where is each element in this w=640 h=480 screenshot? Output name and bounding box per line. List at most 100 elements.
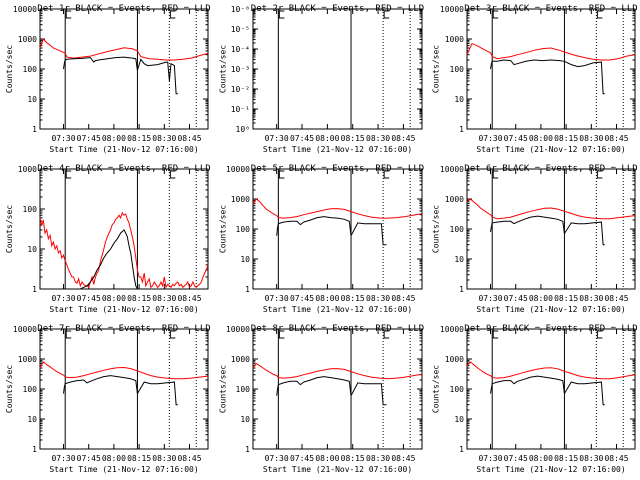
y-tick-label: 1 [32,445,37,454]
y-tick-label: 10000 [226,325,250,334]
bracket-marker [278,330,285,339]
x-tick-label: 07:30 [478,294,502,303]
bracket-marker [383,10,390,19]
x-tick-label: 07:30 [51,454,75,463]
lld-series-line [39,38,209,61]
y-tick-label: 10000 [440,5,464,14]
events-series-line [63,56,178,95]
chart-panel-8: Det 8r BLACK = Events, RED = LLD11010010… [218,324,424,474]
y-tick-label: 1 [459,125,464,134]
x-axis-label: Start Time (21-Nov-12 07:16:00) [476,465,625,474]
y-tick-label: 100 [23,385,38,394]
x-tick-label: 08:15 [554,134,578,143]
chart-panel-1: Det 1r BLACK = Events, RED = LLD11010010… [5,4,211,154]
y-tick-label: 1 [459,445,464,454]
lld-series-line [466,42,636,61]
lld-series-line [252,198,423,219]
y-tick-label: 10000 [13,5,37,14]
y-tick-label: 1000 [18,35,37,44]
bracket-marker [383,330,390,339]
y-tick-label: 1000 [445,35,464,44]
x-tick-label: 08:30 [579,294,603,303]
x-tick-label: 08:45 [177,454,201,463]
y-tick-label: 100 [236,385,251,394]
chart-panel-2: Det 2r BLACK = Events, RED = LLD10⁰10⁻¹1… [218,4,424,154]
x-tick-label: 08:15 [341,134,365,143]
bracket-marker [596,10,603,19]
bracket-marker [169,170,176,179]
y-tick-label: 10⁻² [231,85,250,94]
events-series-line [490,215,605,246]
x-tick-label: 08:30 [579,134,603,143]
y-tick-label: 1 [32,285,37,294]
y-tick-label: 10⁻³ [231,65,250,74]
x-tick-label: 08:45 [391,134,415,143]
y-tick-label: 10⁻⁶ [231,5,250,14]
chart-panel-5: Det 5r BLACK = Events, RED = LLD11010010… [218,164,424,314]
x-axis-label: Start Time (21-Nov-12 07:16:00) [476,145,625,154]
bracket-marker [492,10,499,19]
x-tick-label: 07:45 [290,134,314,143]
x-tick-label: 08:45 [391,294,415,303]
x-tick-label: 07:30 [478,454,502,463]
bracket-marker [596,330,603,339]
x-tick-label: 08:15 [127,294,151,303]
x-tick-label: 08:45 [604,134,628,143]
y-axis-label: Counts/sec [218,45,227,93]
y-tick-label: 1 [32,125,37,134]
x-tick-label: 08:00 [315,294,339,303]
bracket-marker [65,330,72,339]
y-tick-label: 10⁰ [236,125,250,134]
x-tick-label: 08:45 [177,294,201,303]
x-axis-label: Start Time (21-Nov-12 07:16:00) [476,305,625,314]
y-tick-label: 100 [236,225,251,234]
bracket-marker [65,170,72,179]
x-axis-label: Start Time (21-Nov-12 07:16:00) [49,145,198,154]
lld-series-line [466,198,636,220]
y-tick-label: 10 [27,95,37,104]
chart-panel-4: Det 4r BLACK = Events, RED = LLD11010010… [5,164,211,314]
x-tick-label: 08:00 [529,294,553,303]
x-tick-label: 07:45 [290,454,314,463]
x-tick-label: 08:45 [604,294,628,303]
y-tick-label: 1 [459,285,464,294]
bracket-marker [65,10,72,19]
y-tick-label: 10000 [226,165,250,174]
x-tick-label: 07:45 [77,294,101,303]
bracket-marker [169,330,176,339]
x-tick-label: 07:30 [51,294,75,303]
y-tick-label: 10⁻⁴ [231,45,250,54]
y-tick-label: 10000 [13,325,37,334]
y-tick-label: 10 [27,415,37,424]
events-series-line [63,375,178,406]
x-tick-label: 08:15 [127,454,151,463]
y-tick-label: 1000 [18,165,37,174]
x-tick-label: 07:45 [77,454,101,463]
bracket-marker [278,170,285,179]
x-axis-label: Start Time (21-Nov-12 07:16:00) [263,145,412,154]
y-tick-label: 10 [27,245,37,254]
x-tick-label: 08:30 [366,134,390,143]
bracket-marker [492,170,499,179]
y-tick-label: 1000 [231,355,250,364]
x-axis-label: Start Time (21-Nov-12 07:16:00) [49,465,198,474]
x-tick-label: 08:45 [391,454,415,463]
y-tick-label: 10 [454,95,464,104]
chart-panel-3: Det 3r BLACK = Events, RED = LLD11010010… [432,4,638,154]
y-tick-label: 100 [450,225,465,234]
bracket-marker [278,10,285,19]
y-axis-label: Counts/sec [5,45,14,93]
x-tick-label: 08:00 [102,454,126,463]
y-tick-label: 1000 [231,195,250,204]
x-tick-label: 07:30 [265,134,289,143]
y-tick-label: 10⁻⁵ [231,25,250,34]
x-tick-label: 07:45 [77,134,101,143]
x-tick-label: 08:30 [152,454,176,463]
x-tick-label: 08:15 [341,454,365,463]
y-tick-label: 100 [450,65,465,74]
x-tick-label: 08:00 [529,454,553,463]
y-tick-label: 100 [23,65,38,74]
x-tick-label: 08:30 [366,294,390,303]
y-tick-label: 1000 [445,355,464,364]
y-tick-label: 1000 [18,355,37,364]
